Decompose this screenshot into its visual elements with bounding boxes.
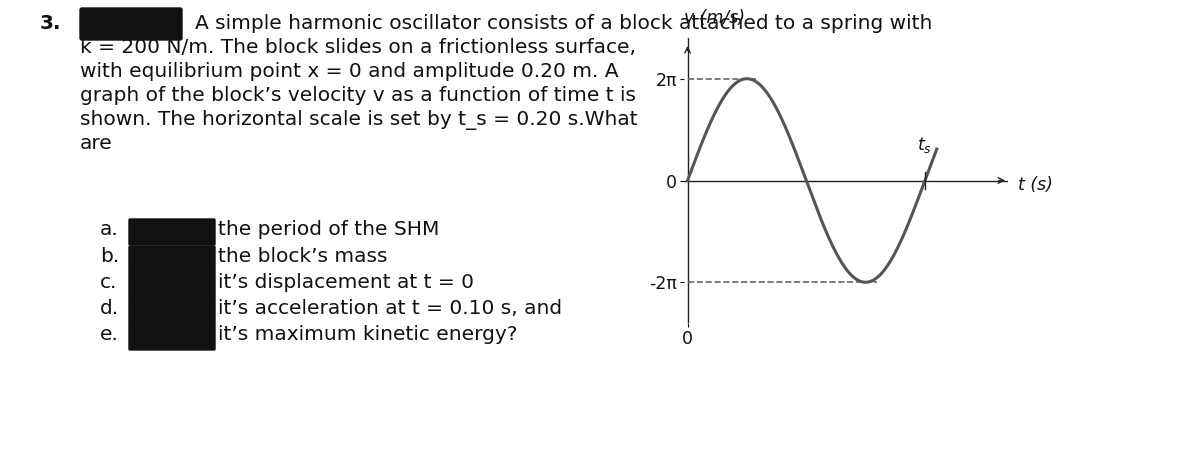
Text: t (s): t (s) — [1018, 176, 1052, 194]
Text: shown. The horizontal scale is set by t_s = 0.20 s.What: shown. The horizontal scale is set by t_… — [80, 110, 637, 130]
FancyBboxPatch shape — [130, 298, 215, 324]
Text: $t_s$: $t_s$ — [918, 135, 932, 155]
Text: the block’s mass: the block’s mass — [218, 247, 388, 266]
FancyBboxPatch shape — [130, 272, 215, 298]
Text: the period of the SHM: the period of the SHM — [218, 220, 439, 239]
Text: it’s displacement at t = 0: it’s displacement at t = 0 — [218, 273, 474, 292]
Text: are: are — [80, 134, 113, 153]
Text: b.: b. — [100, 247, 119, 266]
Text: with equilibrium point x = 0 and amplitude 0.20 m. A: with equilibrium point x = 0 and amplitu… — [80, 62, 618, 81]
Text: v (m/s): v (m/s) — [684, 9, 745, 27]
Text: c.: c. — [100, 273, 118, 292]
Text: d.: d. — [100, 299, 119, 318]
Text: e.: e. — [100, 325, 119, 344]
Text: A simple harmonic oscillator consists of a block attached to a spring with: A simple harmonic oscillator consists of… — [194, 14, 932, 33]
Text: it’s acceleration at t = 0.10 s, and: it’s acceleration at t = 0.10 s, and — [218, 299, 562, 318]
Text: k = 200 N/m. The block slides on a frictionless surface,: k = 200 N/m. The block slides on a frict… — [80, 38, 636, 57]
Text: 3.: 3. — [40, 14, 61, 33]
FancyBboxPatch shape — [130, 324, 215, 350]
FancyBboxPatch shape — [80, 8, 182, 40]
Text: it’s maximum kinetic energy?: it’s maximum kinetic energy? — [218, 325, 517, 344]
FancyBboxPatch shape — [130, 219, 215, 245]
Text: graph of the block’s velocity v as a function of time t is: graph of the block’s velocity v as a fun… — [80, 86, 636, 105]
Text: a.: a. — [100, 220, 119, 239]
FancyBboxPatch shape — [130, 246, 215, 272]
